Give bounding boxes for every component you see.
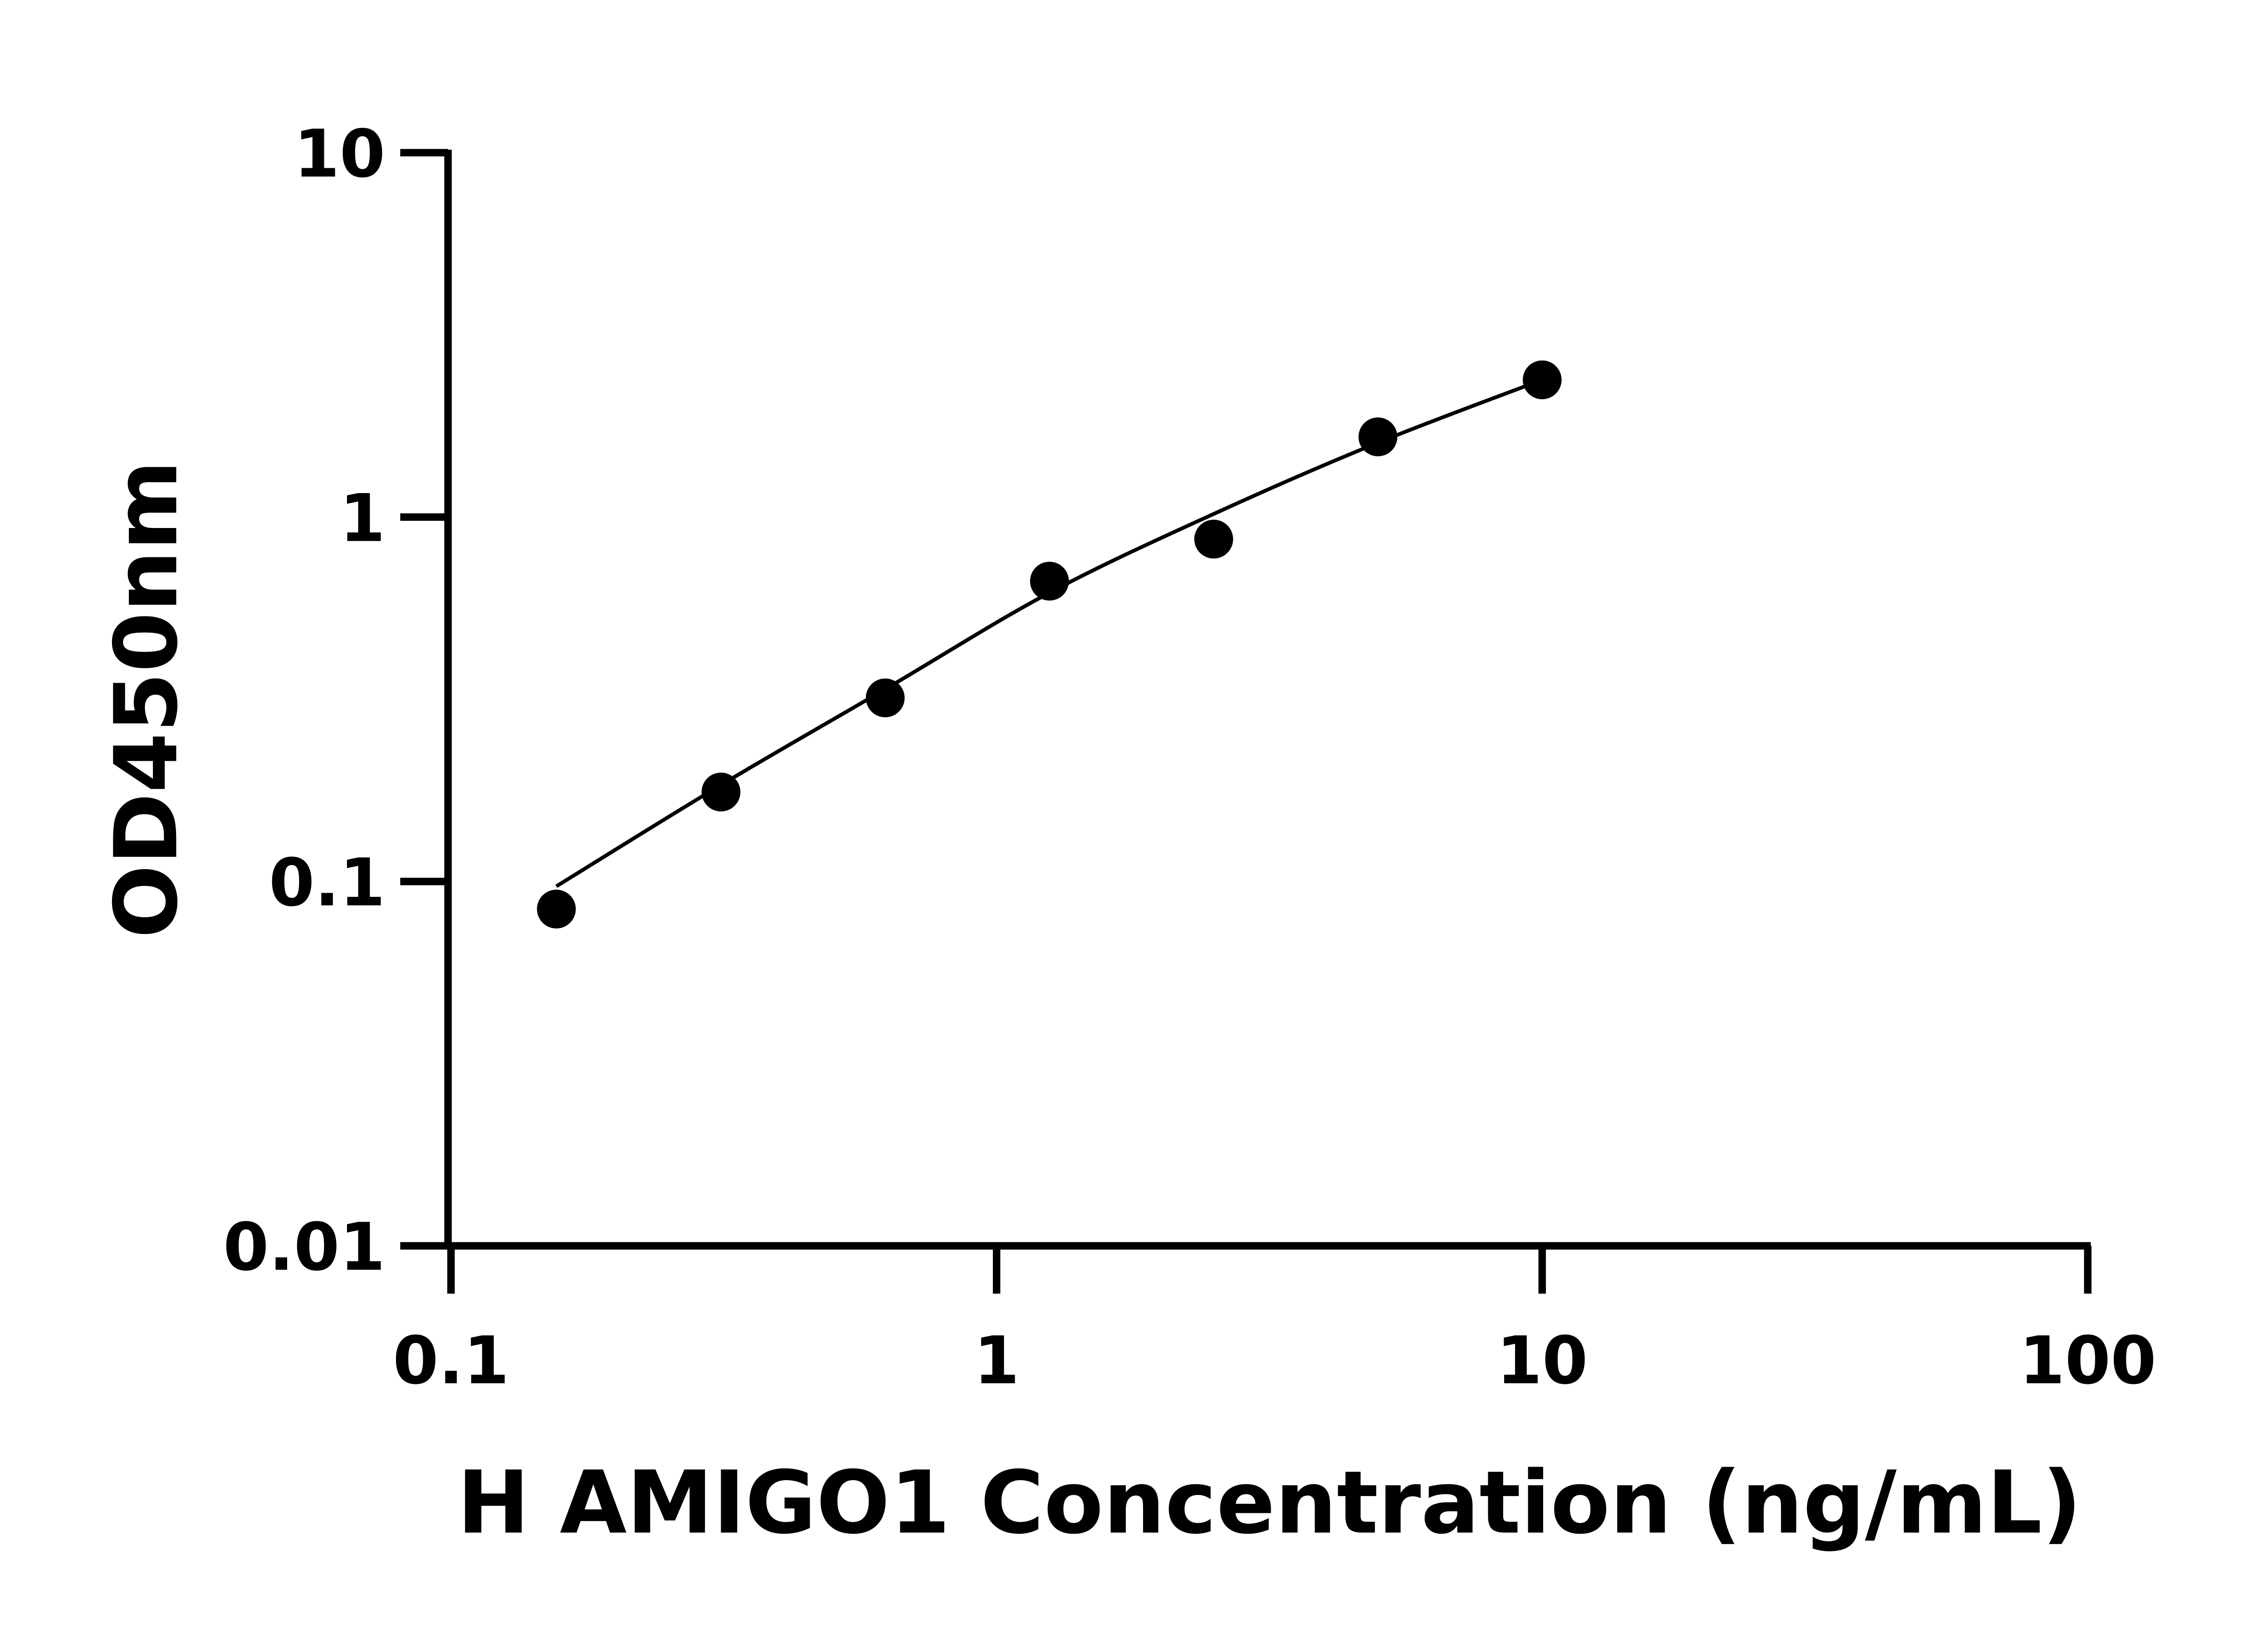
x-axis-label: H AMIGO1 Concentration (ng/mL) <box>457 1453 2082 1554</box>
data-point <box>865 678 905 718</box>
y-tick-label: 0.1 <box>269 845 386 921</box>
y-tick-label: 10 <box>294 116 386 192</box>
y-axis-label: OD450nm <box>96 460 197 938</box>
x-tick-label: 1 <box>974 1323 1020 1399</box>
data-point <box>1523 360 1562 400</box>
x-tick-label: 0.1 <box>393 1323 509 1399</box>
y-tick-label: 1 <box>340 481 386 557</box>
x-tick-label: 100 <box>2019 1323 2156 1399</box>
data-point <box>1358 417 1398 456</box>
x-tick-label: 10 <box>1496 1323 1588 1399</box>
y-tick-label: 0.01 <box>223 1209 385 1286</box>
data-point <box>537 890 576 929</box>
fit-curve <box>555 378 1543 888</box>
data-point <box>701 772 741 812</box>
data-point <box>1194 519 1233 559</box>
axes <box>444 149 2091 1250</box>
data-point <box>1030 562 1069 601</box>
